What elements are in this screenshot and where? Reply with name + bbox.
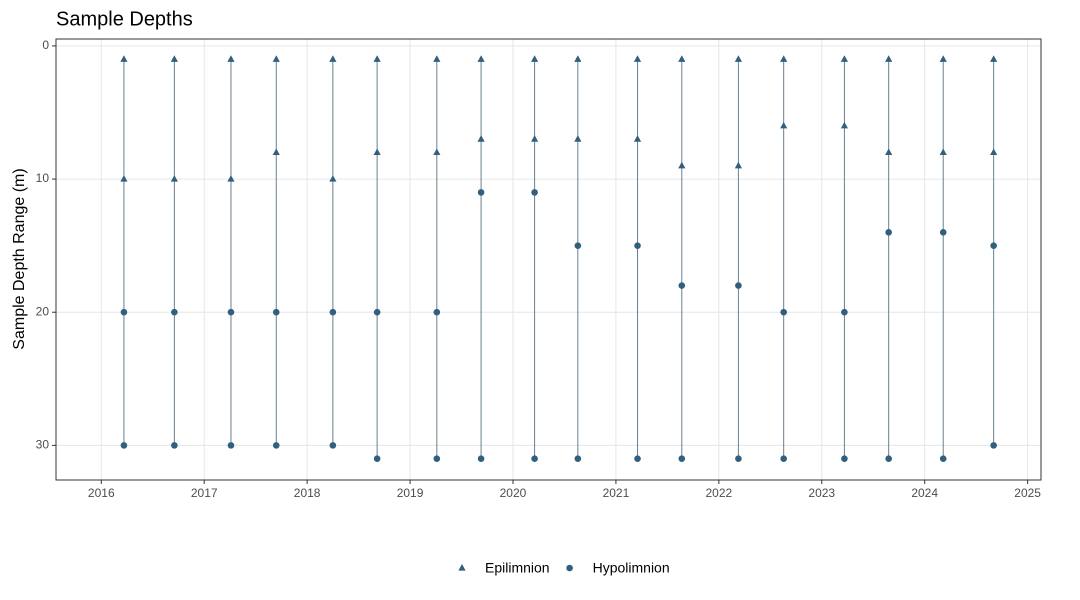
circle-marker — [990, 242, 997, 249]
triangle-marker — [780, 55, 788, 62]
triangle-marker — [734, 55, 742, 62]
x-tick-label: 2021 — [603, 486, 630, 500]
y-tick-label: 0 — [42, 38, 49, 52]
circle-marker — [939, 455, 947, 462]
triangle-marker — [633, 135, 642, 142]
circle-marker — [735, 455, 742, 462]
triangle-marker — [990, 148, 998, 156]
triangle-marker — [780, 121, 788, 129]
circle-marker — [841, 308, 848, 316]
y-tick-label: 20 — [36, 304, 50, 318]
triangle-marker — [272, 55, 280, 62]
circle-marker — [735, 282, 742, 289]
x-tick-label: 2019 — [397, 486, 424, 500]
circle-marker — [939, 229, 947, 236]
x-tick-label: 2025 — [1014, 486, 1041, 500]
circle-marker — [531, 189, 538, 196]
triangle-marker — [939, 148, 947, 156]
triangle-marker — [840, 55, 849, 62]
x-tick-label: 2017 — [191, 486, 218, 500]
circle-marker — [780, 455, 787, 462]
circle-marker — [171, 308, 178, 316]
circle-marker — [433, 455, 441, 462]
circle-marker — [272, 308, 280, 316]
circle-marker — [227, 308, 235, 316]
triangle-marker — [329, 55, 337, 62]
legend-label: Epilimnion — [485, 560, 550, 576]
circle-marker — [780, 308, 787, 316]
triangle-marker — [433, 148, 441, 156]
triangle-marker — [373, 55, 381, 62]
triangle-marker — [120, 175, 128, 182]
x-tick-label: 2016 — [88, 486, 115, 500]
x-tick-label: 2023 — [808, 486, 835, 500]
circle-marker — [531, 455, 538, 462]
triangle-marker — [373, 148, 381, 156]
y-axis-title: Sample Depth Range (m) — [11, 168, 28, 349]
circle-marker — [171, 442, 178, 449]
triangle-marker — [840, 121, 849, 129]
circle-marker — [433, 308, 441, 316]
triangle-marker — [170, 55, 178, 62]
circle-marker — [841, 455, 848, 462]
y-tick-label: 30 — [36, 438, 50, 452]
circle-marker — [373, 455, 381, 462]
circle-marker — [120, 442, 128, 449]
circle-marker — [329, 442, 337, 449]
triangle-marker — [939, 55, 947, 62]
legend-label: Hypolimnion — [593, 560, 670, 576]
triangle-marker — [531, 55, 539, 62]
triangle-marker — [678, 55, 686, 62]
circle-marker — [678, 282, 686, 289]
triangle-marker — [227, 175, 235, 182]
circle-marker — [634, 455, 641, 462]
triangle-marker — [633, 55, 642, 62]
triangle-marker — [885, 55, 893, 62]
circle-marker — [990, 442, 997, 449]
triangle-marker — [990, 55, 998, 62]
circle-marker — [634, 242, 641, 249]
x-tick-label: 2022 — [705, 486, 732, 500]
triangle-marker — [885, 148, 893, 156]
circle-marker — [574, 455, 582, 462]
circle-marker — [885, 455, 892, 462]
circle-marker — [120, 308, 128, 316]
circle-marker — [272, 442, 280, 449]
triangle-marker — [170, 175, 178, 182]
circle-marker — [329, 308, 337, 316]
circle-marker — [477, 189, 485, 196]
triangle-marker — [433, 55, 441, 62]
triangle-marker — [227, 55, 235, 62]
x-tick-label: 2020 — [500, 486, 527, 500]
triangle-marker — [734, 161, 742, 169]
circle-marker — [477, 455, 485, 462]
circle-marker — [373, 308, 381, 316]
triangle-marker — [120, 55, 128, 62]
circle-marker — [678, 455, 686, 462]
triangle-marker — [531, 135, 539, 142]
triangle-marker — [574, 55, 582, 62]
triangle-marker — [477, 135, 485, 142]
circle-marker — [885, 229, 892, 236]
triangle-marker — [458, 564, 466, 571]
chart-title: Sample Depths — [56, 8, 193, 30]
x-tick-label: 2018 — [294, 486, 321, 500]
triangle-marker — [678, 161, 686, 169]
triangle-marker — [477, 55, 485, 62]
triangle-marker — [329, 175, 337, 182]
y-tick-label: 10 — [36, 171, 50, 185]
triangle-marker — [272, 148, 280, 156]
x-tick-label: 2024 — [911, 486, 938, 500]
triangle-marker — [574, 135, 582, 142]
circle-marker — [574, 242, 582, 249]
circle-marker — [227, 442, 235, 449]
circle-marker — [566, 564, 573, 572]
plot-border — [55, 38, 1042, 481]
